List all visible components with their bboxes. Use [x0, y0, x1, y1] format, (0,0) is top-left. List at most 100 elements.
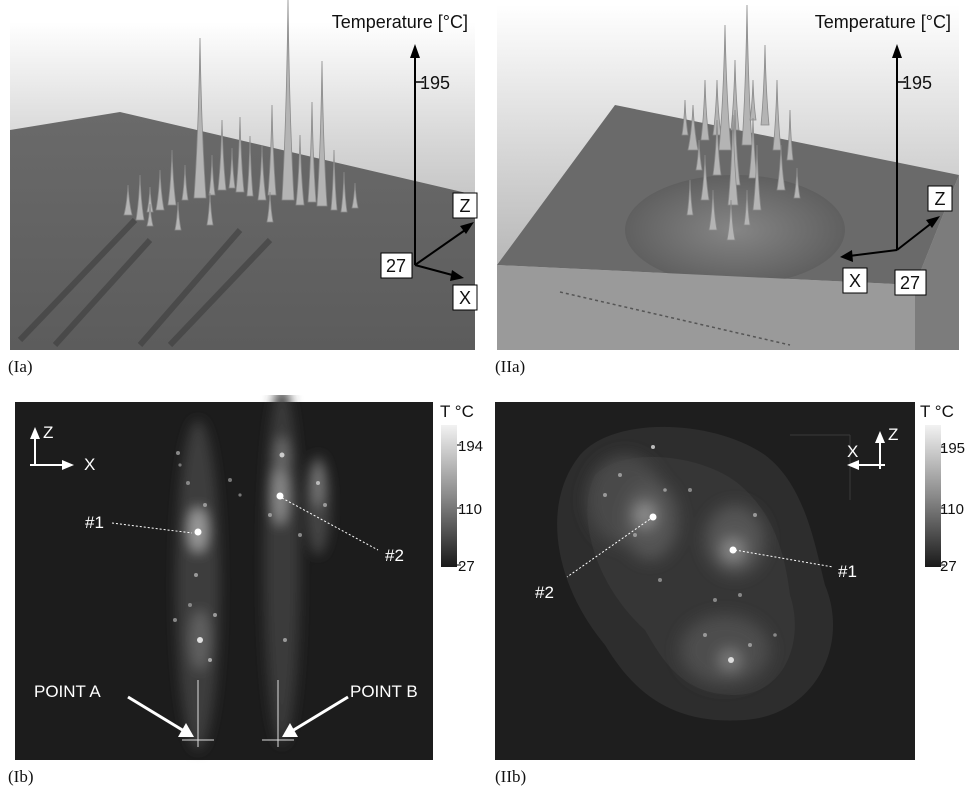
hot-spot [176, 451, 180, 455]
hot-spot [633, 533, 637, 537]
peak [193, 37, 207, 199]
peak [687, 104, 699, 151]
peak [135, 174, 145, 221]
tick-max-label: 195 [420, 73, 450, 93]
colorbar-max: 194 [458, 438, 483, 455]
axis-z-label: Z [43, 423, 53, 442]
peak [700, 79, 710, 141]
point-a-arrow [127, 695, 185, 733]
axis-x-label: X [847, 442, 858, 461]
peak [146, 203, 154, 227]
peak [695, 139, 703, 171]
peak [208, 154, 216, 196]
hot-spot [283, 638, 287, 642]
peak [146, 186, 154, 213]
axis-triad-ia: Z X 27 195 Temperature [°C] [332, 12, 478, 311]
peak [281, 0, 295, 201]
peak [155, 169, 165, 211]
colorbar-mid: 110 [940, 501, 964, 518]
axis-x-label: X [459, 288, 471, 308]
z-arrow-icon [926, 216, 940, 228]
panel-ib: Z X #1 #2 POINT A POINT B T °C 194 110 2… [0, 395, 485, 765]
peak [340, 171, 348, 213]
heat-contours [557, 426, 834, 721]
x-arrow-icon [847, 460, 859, 470]
peak [712, 119, 722, 176]
caption-ia: (Ia) [8, 357, 33, 376]
hot-spot [603, 493, 607, 497]
colorbar-max: 195 [940, 440, 965, 457]
x-axis-line [414, 264, 457, 277]
peak [351, 182, 359, 209]
axis-title: Temperature [°C] [332, 12, 468, 32]
axis-z-label: Z [888, 425, 898, 444]
point-b-arrow-icon [282, 723, 298, 737]
peak [181, 164, 189, 201]
caption-iia: (IIa) [495, 357, 526, 376]
peak [752, 144, 762, 211]
peak [307, 101, 317, 203]
heat-plumes [176, 395, 330, 750]
marker-1-leader [734, 549, 834, 568]
hot-spot [298, 533, 302, 537]
hot-spot [753, 513, 757, 517]
hot-spot [773, 633, 777, 637]
hot-spot [178, 463, 182, 467]
faint-axes [790, 434, 851, 500]
peak [228, 147, 236, 189]
axis-triad-iib [847, 431, 885, 470]
peak [700, 154, 710, 201]
hot-spot [276, 492, 284, 500]
peak [167, 149, 177, 206]
peak [174, 201, 182, 231]
peak [760, 44, 770, 126]
hot-spot [197, 637, 203, 643]
hot-spot [279, 452, 285, 458]
panel-iib: Z X #2 #1 T °C 195 110 27 [485, 395, 965, 765]
plate-end-face [915, 175, 959, 350]
peak [267, 104, 277, 196]
axis-x-label: X [84, 455, 95, 474]
peak [295, 134, 305, 206]
colorbar-min: 27 [940, 558, 957, 575]
colorbar-ticks [941, 446, 945, 566]
peak [776, 144, 786, 191]
peak [743, 189, 751, 226]
hot-spot [228, 478, 232, 482]
hot-spots [603, 445, 777, 663]
peak [217, 119, 227, 191]
heatmap-iib: Z X #2 #1 T °C 195 110 27 [495, 402, 965, 760]
plate-side-face [497, 265, 915, 350]
axis-x-label: X [849, 271, 861, 291]
peak [708, 189, 718, 231]
hot-spot [194, 573, 198, 577]
temperature-axis-arrow-icon [892, 44, 902, 58]
peak [681, 99, 689, 136]
peak [749, 79, 757, 121]
colorbar-title: T °C [920, 402, 954, 421]
hot-spot [618, 473, 622, 477]
peak [772, 79, 782, 151]
z-arrow-icon [875, 431, 885, 443]
min-label-box [380, 252, 413, 279]
marker-2-leader [566, 516, 654, 578]
caption-ib: (Ib) [8, 767, 34, 786]
colorbar [925, 425, 941, 567]
hot-spot [663, 488, 667, 492]
hot-spot [268, 513, 272, 517]
hot-spot [194, 528, 202, 536]
caption-iib: (IIb) [495, 767, 527, 786]
x-arrow-icon [62, 460, 74, 470]
peak [730, 59, 740, 131]
panel-iia: Z X 27 195 Temperature [°C] [485, 0, 965, 355]
min-label-box [894, 269, 927, 296]
hot-spot [203, 503, 207, 507]
plate-surface [10, 112, 475, 350]
peak [712, 79, 722, 136]
z-arrow-icon [30, 427, 40, 439]
hot-spot [748, 643, 752, 647]
heat-glow [625, 175, 845, 285]
peak [257, 144, 267, 201]
colorbar-title: T °C [440, 402, 474, 421]
hot-spot [208, 658, 212, 662]
